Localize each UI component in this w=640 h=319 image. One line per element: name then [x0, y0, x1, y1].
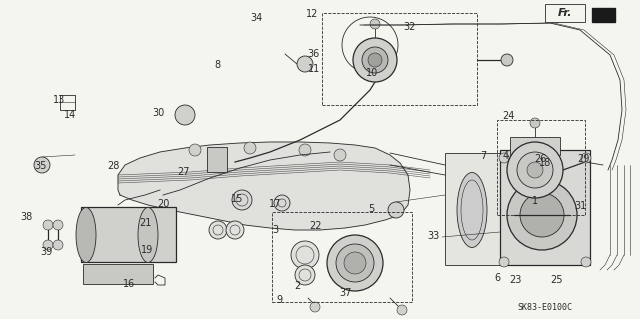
Text: 20: 20: [157, 199, 170, 209]
Bar: [500, 150, 590, 265]
Circle shape: [368, 53, 382, 67]
Text: Fr.: Fr.: [557, 8, 572, 18]
Text: 21: 21: [140, 218, 152, 228]
Circle shape: [501, 54, 513, 66]
Text: 16: 16: [123, 279, 136, 289]
Text: 7: 7: [480, 151, 486, 161]
Bar: [497, 120, 585, 215]
Bar: [445, 153, 502, 265]
Text: 1: 1: [532, 196, 538, 206]
Text: 36: 36: [307, 49, 320, 59]
Text: 25: 25: [550, 275, 563, 285]
Bar: [322, 13, 477, 105]
Text: 31: 31: [574, 201, 587, 211]
Circle shape: [53, 220, 63, 230]
Circle shape: [581, 257, 591, 267]
Text: 11: 11: [307, 63, 320, 74]
Text: 38: 38: [20, 212, 33, 222]
Circle shape: [291, 241, 319, 269]
Circle shape: [353, 38, 397, 82]
Text: 10: 10: [366, 68, 379, 78]
Text: 29: 29: [577, 154, 590, 165]
Text: 17: 17: [269, 199, 282, 209]
Text: 30: 30: [152, 108, 164, 118]
Circle shape: [507, 180, 577, 250]
Text: 27: 27: [177, 167, 190, 177]
Text: 3: 3: [272, 225, 278, 235]
Text: 13: 13: [53, 95, 66, 106]
Text: 22: 22: [309, 221, 322, 232]
Circle shape: [175, 105, 195, 125]
Circle shape: [43, 220, 53, 230]
Circle shape: [295, 265, 315, 285]
Circle shape: [344, 252, 366, 274]
Text: 35: 35: [35, 161, 47, 171]
Text: 9: 9: [276, 295, 283, 305]
Text: 32: 32: [403, 22, 416, 32]
Text: 39: 39: [40, 247, 53, 257]
Text: 5: 5: [368, 204, 374, 214]
Text: 8: 8: [214, 60, 221, 70]
Ellipse shape: [76, 207, 96, 263]
Text: 12: 12: [305, 9, 318, 19]
Circle shape: [527, 162, 543, 178]
Text: 34: 34: [250, 12, 262, 23]
Circle shape: [209, 221, 227, 239]
Text: 19: 19: [141, 245, 154, 256]
Text: 15: 15: [230, 194, 243, 204]
Circle shape: [507, 142, 563, 198]
Circle shape: [327, 235, 383, 291]
Circle shape: [520, 193, 564, 237]
Ellipse shape: [138, 207, 158, 263]
Circle shape: [189, 144, 201, 156]
Bar: [81, 207, 176, 262]
Circle shape: [499, 153, 509, 163]
Circle shape: [517, 152, 553, 188]
Text: 24: 24: [502, 111, 515, 122]
Text: 6: 6: [495, 272, 501, 283]
Text: 37: 37: [339, 288, 352, 299]
Text: SK83-E0100C: SK83-E0100C: [518, 302, 573, 311]
Text: 18: 18: [539, 158, 552, 168]
Circle shape: [581, 153, 591, 163]
Circle shape: [388, 202, 404, 218]
Text: 28: 28: [108, 161, 120, 171]
Circle shape: [297, 56, 313, 72]
Circle shape: [310, 302, 320, 312]
Text: 33: 33: [428, 231, 440, 241]
Bar: [207, 147, 227, 172]
Polygon shape: [118, 142, 410, 230]
Circle shape: [370, 19, 380, 29]
Bar: [510, 137, 560, 155]
Bar: [83, 264, 153, 284]
Text: 14: 14: [64, 110, 77, 120]
Text: 2: 2: [294, 280, 301, 291]
Bar: [545, 4, 585, 22]
Circle shape: [43, 240, 53, 250]
Bar: [272, 212, 412, 302]
Ellipse shape: [457, 173, 487, 248]
Circle shape: [226, 221, 244, 239]
Circle shape: [274, 195, 290, 211]
Circle shape: [53, 240, 63, 250]
Circle shape: [299, 144, 311, 156]
Circle shape: [34, 157, 50, 173]
Polygon shape: [592, 8, 615, 22]
Circle shape: [336, 244, 374, 282]
Circle shape: [244, 142, 256, 154]
Circle shape: [232, 190, 252, 210]
Text: 23: 23: [509, 275, 522, 285]
Circle shape: [334, 149, 346, 161]
Text: 4: 4: [502, 151, 509, 161]
Circle shape: [530, 118, 540, 128]
Circle shape: [499, 257, 509, 267]
Text: 26: 26: [534, 154, 547, 165]
Circle shape: [362, 47, 388, 73]
Circle shape: [397, 305, 407, 315]
